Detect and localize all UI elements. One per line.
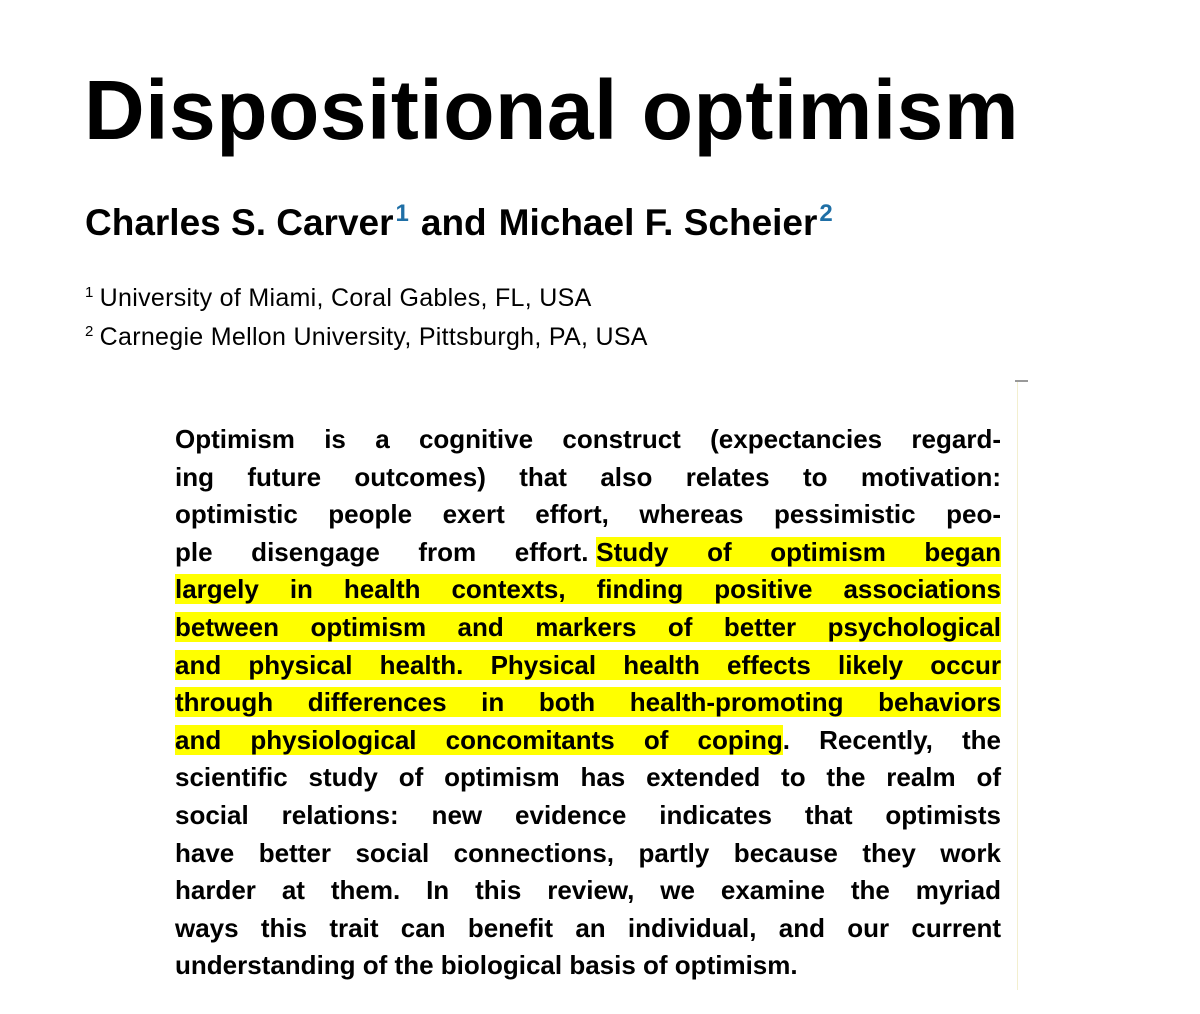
abstract-line: between optimism and markers of better p… xyxy=(175,609,1001,647)
affiliation: 2 Carnegie Mellon University, Pittsburgh,… xyxy=(85,315,648,354)
abstract-line: ing future outcomes) that also relates t… xyxy=(175,459,1001,497)
affiliation-text: University of Miami, Coral Gables, FL, U… xyxy=(99,284,592,312)
abstract-line: scientific study of optimism has extende… xyxy=(175,759,1001,797)
affiliation-mark: 2 xyxy=(85,323,94,340)
abstract: Optimism is a cognitive construct (expec… xyxy=(175,421,1001,985)
abstract-text: ple disengage from effort. xyxy=(175,536,589,567)
author-name: Charles S. Carver xyxy=(85,202,394,243)
highlighted-text: through differences in both health-promo… xyxy=(175,687,1001,718)
abstract-text: scientific study of optimism has extende… xyxy=(175,762,1001,793)
authors: Charles S. Carver1 and Michael F. Scheier2 xyxy=(85,200,833,244)
affiliations: 1 University of Miami, Coral Gables, FL, … xyxy=(85,276,648,354)
abstract-line: ways this trait can benefit an individua… xyxy=(175,910,1001,948)
abstract-text: harder at them. In this review, we exami… xyxy=(175,875,1001,906)
affiliation: 1 University of Miami, Coral Gables, FL, … xyxy=(85,276,648,315)
abstract-text: Optimism is a cognitive construct (expec… xyxy=(175,424,1001,454)
abstract-line: and physiological concomitants of coping… xyxy=(175,722,1001,760)
affiliation-mark: 2 xyxy=(819,200,833,227)
abstract-line: harder at them. In this review, we exami… xyxy=(175,872,1001,910)
title: Dispositional optimism xyxy=(84,63,1020,157)
abstract-text: understanding of the biological basis of… xyxy=(175,950,798,981)
margin-tick xyxy=(1015,380,1028,382)
abstract-line: Optimism is a cognitive construct (expec… xyxy=(175,421,1001,459)
author-joiner: and xyxy=(420,202,487,243)
abstract-text: have better social connections, partly b… xyxy=(175,837,1001,868)
affiliation-mark: 1 xyxy=(395,200,409,227)
abstract-line: largely in health contexts, finding posi… xyxy=(175,571,1001,609)
highlighted-text: Study of optimism began xyxy=(596,536,1001,567)
highlighted-text: and physiological concomitants of coping xyxy=(175,724,783,755)
abstract-text: ways this trait can benefit an individua… xyxy=(175,912,1001,943)
affiliation-mark: 1 xyxy=(85,284,94,301)
abstract-line: social relations: new evidence indicates… xyxy=(175,797,1001,835)
abstract-text: social relations: new evidence indicates… xyxy=(175,799,1001,830)
highlighted-text: and physical health. Physical health eff… xyxy=(175,649,1001,680)
abstract-text: . Recently, the xyxy=(782,724,1001,755)
author-name: Michael F. Scheier xyxy=(498,202,818,243)
highlighted-text: largely in health contexts, finding posi… xyxy=(175,574,1001,605)
abstract-line: through differences in both health-promo… xyxy=(175,684,1001,722)
abstract-text: optimistic people exert effort, whereas … xyxy=(175,499,1001,530)
abstract-line: and physical health. Physical health eff… xyxy=(175,647,1001,685)
abstract-line: optimistic people exert effort, whereas … xyxy=(175,496,1001,534)
margin-rule xyxy=(1017,380,1018,990)
abstract-line: ple disengage from effort. Study of optim… xyxy=(175,534,1001,572)
highlighted-text: between optimism and markers of better p… xyxy=(175,611,1001,642)
affiliation-text: Carnegie Mellon University, Pittsburgh, … xyxy=(99,323,648,351)
abstract-text: ing future outcomes) that also relates t… xyxy=(175,461,1001,492)
abstract-line: understanding of the biological basis of… xyxy=(175,947,1001,985)
abstract-line: have better social connections, partly b… xyxy=(175,835,1001,873)
